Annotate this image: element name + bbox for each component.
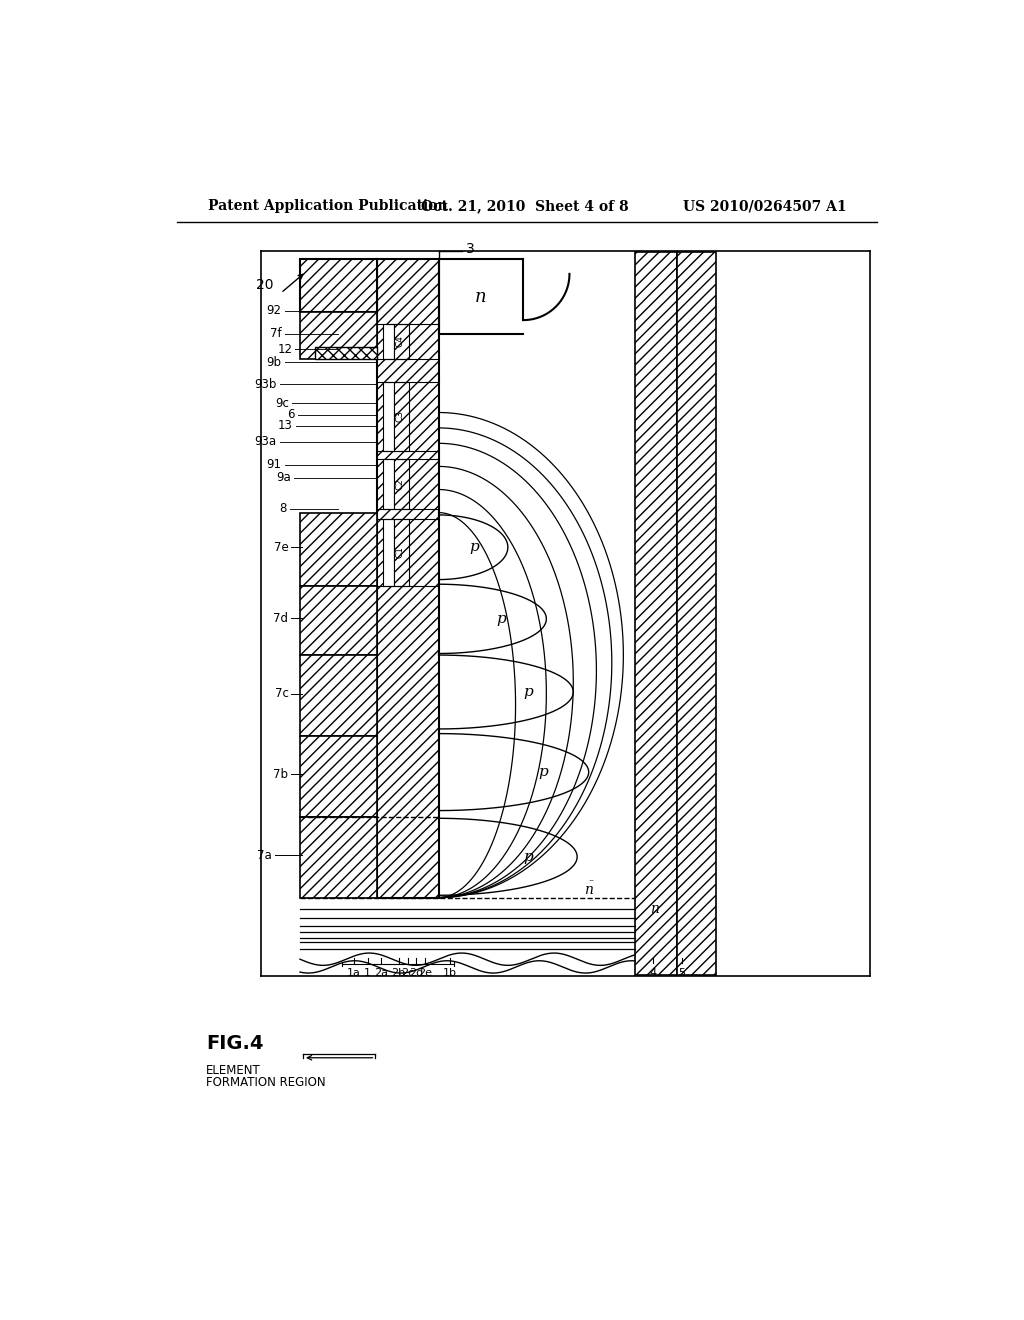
Text: 4: 4 — [649, 968, 656, 978]
Text: p: p — [539, 766, 549, 779]
Text: n: n — [475, 288, 486, 306]
Text: 93b: 93b — [255, 378, 276, 391]
Text: Patent Application Publication: Patent Application Publication — [208, 199, 447, 213]
Text: 9b: 9b — [266, 356, 282, 370]
Text: 7e: 7e — [273, 541, 289, 554]
Text: 7d: 7d — [273, 611, 289, 624]
Bar — [677, 252, 716, 974]
Text: n: n — [649, 902, 658, 916]
Bar — [383, 459, 394, 508]
Bar — [635, 252, 677, 974]
Text: p: p — [497, 612, 506, 626]
Text: ELEMENT: ELEMENT — [206, 1064, 261, 1077]
Bar — [394, 519, 410, 586]
Text: C1: C1 — [395, 546, 404, 558]
Text: FORMATION REGION: FORMATION REGION — [206, 1076, 326, 1089]
Text: C2: C2 — [395, 478, 404, 490]
Text: FIG.4: FIG.4 — [206, 1035, 263, 1053]
Text: 5: 5 — [678, 968, 685, 978]
Text: 91: 91 — [266, 458, 282, 471]
Text: 1b: 1b — [443, 968, 457, 978]
Text: 2e: 2e — [419, 968, 432, 978]
Bar — [383, 323, 394, 359]
Text: 7b: 7b — [273, 768, 289, 781]
Text: 1a: 1a — [347, 968, 360, 978]
Text: 3: 3 — [466, 243, 474, 256]
Text: 7c: 7c — [274, 686, 289, 700]
Text: p: p — [523, 850, 534, 863]
Bar — [394, 381, 410, 451]
Text: 2b: 2b — [391, 968, 406, 978]
Bar — [300, 512, 377, 586]
Bar — [300, 737, 377, 817]
Text: 13: 13 — [279, 418, 293, 432]
Text: 2d: 2d — [410, 968, 423, 978]
Bar — [315, 347, 377, 359]
Bar — [394, 459, 410, 508]
Bar — [300, 817, 377, 898]
Text: 7f: 7f — [270, 327, 282, 341]
Bar — [383, 381, 394, 451]
Text: C4: C4 — [395, 335, 404, 347]
Text: 92: 92 — [266, 305, 282, 317]
Text: C3: C3 — [395, 411, 404, 422]
Text: 8: 8 — [280, 502, 287, 515]
Text: p: p — [523, 685, 534, 700]
Bar — [383, 519, 394, 586]
Bar — [300, 586, 377, 655]
Text: n: n — [585, 883, 593, 896]
Bar — [300, 655, 377, 737]
Text: 7a: 7a — [257, 849, 271, 862]
Text: US 2010/0264507 A1: US 2010/0264507 A1 — [683, 199, 847, 213]
Text: 2a: 2a — [374, 968, 388, 978]
Text: p: p — [469, 540, 479, 554]
Text: 1: 1 — [365, 968, 372, 978]
Text: ⁻: ⁻ — [589, 879, 594, 888]
Bar — [377, 259, 438, 898]
Bar — [300, 313, 377, 359]
Text: Oct. 21, 2010  Sheet 4 of 8: Oct. 21, 2010 Sheet 4 of 8 — [421, 199, 629, 213]
Bar — [394, 323, 410, 359]
Text: 2c: 2c — [401, 968, 415, 978]
Text: 12: 12 — [278, 343, 292, 356]
Text: 20: 20 — [256, 279, 273, 293]
Text: 9c: 9c — [275, 397, 289, 409]
Text: 9a: 9a — [276, 471, 291, 484]
Bar — [315, 313, 377, 347]
Text: 6: 6 — [287, 408, 295, 421]
Bar — [300, 259, 377, 313]
Text: 93a: 93a — [255, 436, 276, 449]
